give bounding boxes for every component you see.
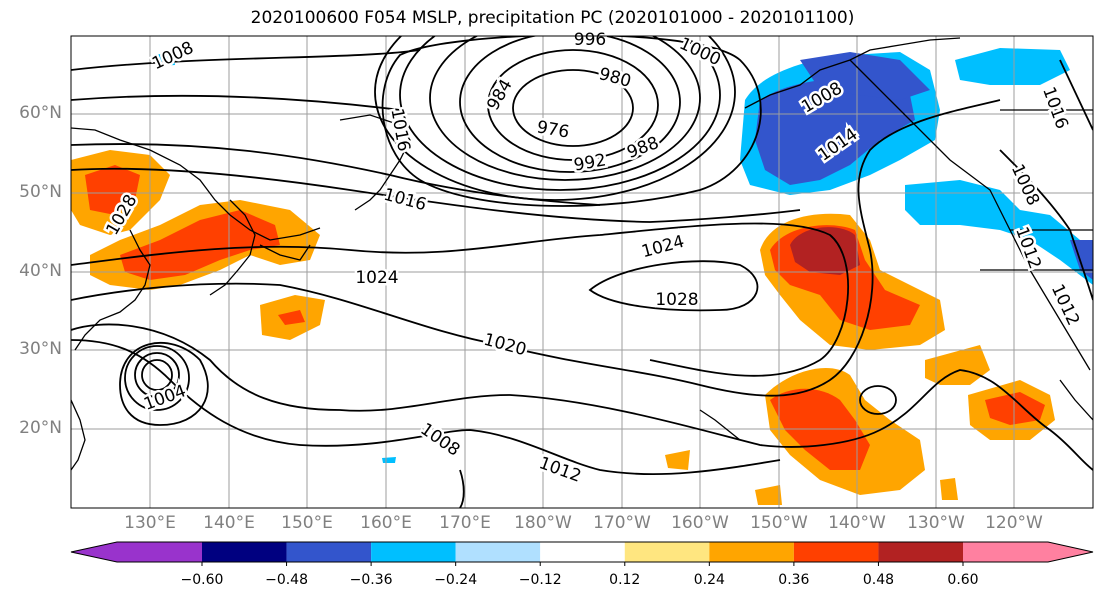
colorbar-segment bbox=[202, 542, 287, 562]
colorbar-tick-label: 0.36 bbox=[778, 572, 810, 588]
colorbar-segment bbox=[371, 542, 456, 562]
lon-label: 160°W bbox=[671, 513, 729, 533]
colorbar-tick-label: 0.12 bbox=[609, 572, 641, 588]
lon-label: 170°W bbox=[593, 513, 651, 533]
lon-label: 150°E bbox=[281, 513, 333, 533]
colorbar-tick-label: 0.24 bbox=[693, 572, 725, 588]
lon-label: 160°E bbox=[360, 513, 412, 533]
lon-label: 180°W bbox=[514, 513, 572, 533]
colorbar-outline bbox=[70, 541, 1094, 563]
isobar-label-halo: 1024 bbox=[355, 268, 398, 288]
colorbar-segment bbox=[455, 542, 541, 562]
lon-label: 140°E bbox=[203, 513, 255, 533]
lat-label: 60°N bbox=[19, 103, 62, 123]
isobar-label: 996 bbox=[574, 30, 606, 50]
lat-label: 20°N bbox=[19, 418, 62, 438]
map-title: 2020100600 F054 MSLP, precipitation PC (… bbox=[250, 8, 855, 28]
lat-label: 50°N bbox=[19, 182, 62, 202]
colorbar-segment bbox=[793, 542, 879, 562]
colorbar-segment bbox=[71, 542, 202, 562]
isobar-label: 1024 bbox=[355, 268, 398, 288]
colorbar-tick-label: −0.48 bbox=[265, 572, 308, 588]
lon-label: 140°W bbox=[828, 513, 886, 533]
graticule bbox=[71, 36, 1093, 508]
isobar-label: 1028 bbox=[655, 290, 698, 310]
colorbar-tick-label: −0.24 bbox=[434, 572, 478, 588]
colorbar bbox=[70, 541, 1094, 566]
colorbar-segment bbox=[709, 542, 794, 562]
map-frame bbox=[70, 35, 1094, 509]
isobar-label-halo: 996 bbox=[574, 30, 606, 50]
colorbar-tick-label: −0.12 bbox=[518, 572, 562, 588]
lon-label: 170°E bbox=[439, 513, 491, 533]
colorbar-tick-label: 0.60 bbox=[947, 572, 979, 588]
colorbar-segment bbox=[963, 542, 1093, 562]
colorbar-segment bbox=[286, 542, 372, 562]
colorbar-tick-label: −0.60 bbox=[180, 572, 224, 588]
lon-label: 120°W bbox=[985, 513, 1043, 533]
lon-label: 130°W bbox=[907, 513, 965, 533]
colorbar-segment bbox=[540, 542, 625, 562]
coastlines bbox=[71, 37, 1093, 471]
lat-label: 40°N bbox=[19, 261, 62, 281]
isobar-label-halo: 1028 bbox=[655, 290, 698, 310]
lon-label: 130°E bbox=[124, 513, 176, 533]
lat-label: 30°N bbox=[19, 339, 62, 359]
colorbar-tick-label: 0.48 bbox=[862, 572, 895, 588]
isobars bbox=[71, 36, 1093, 508]
colorbar-tick-label: −0.36 bbox=[349, 572, 393, 588]
colorbar-segment bbox=[624, 542, 710, 562]
colorbar-segment bbox=[878, 542, 963, 562]
lon-label: 150°W bbox=[750, 513, 808, 533]
